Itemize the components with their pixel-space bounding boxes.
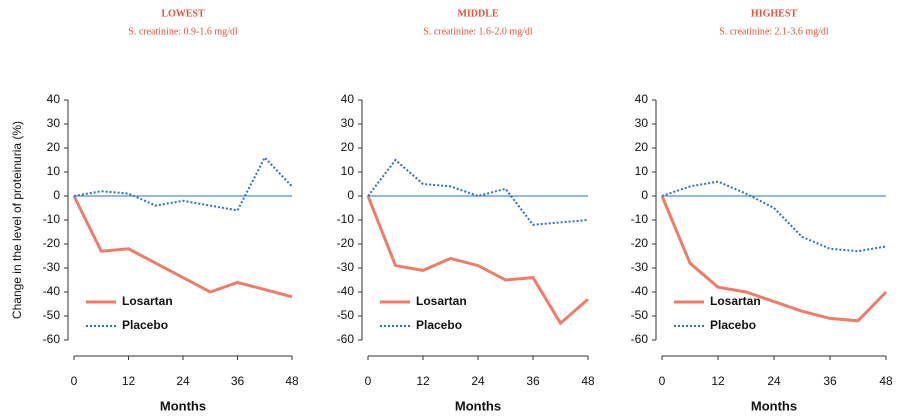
y-tick-label: -40	[43, 284, 61, 298]
y-tick-label: 10	[341, 164, 355, 178]
y-tick-label: -30	[631, 260, 649, 274]
legend-label: Losartan	[710, 294, 761, 308]
series-line	[367, 158, 589, 226]
series-line	[661, 180, 887, 253]
y-tick-label: -60	[43, 332, 61, 346]
y-tick-label: -20	[631, 236, 649, 250]
y-tick-label: -50	[43, 308, 61, 322]
y-tick-label: -40	[631, 284, 649, 298]
x-tick-label: 48	[285, 374, 299, 388]
x-tick-label: 24	[471, 374, 485, 388]
y-tick-label: -10	[337, 212, 355, 226]
legend-label: Placebo	[710, 318, 756, 332]
panel-subtitle: S. creatinine: 2.1-3.6 mg/dl	[719, 26, 829, 37]
series-line	[366, 195, 589, 326]
x-tick-label: 24	[767, 374, 781, 388]
y-tick-label: 0	[641, 188, 648, 202]
y-tick-label: 10	[47, 164, 61, 178]
y-tick-label: -40	[337, 284, 355, 298]
y-tick-label: 20	[635, 140, 649, 154]
y-tick-label: 40	[341, 92, 355, 106]
x-tick-label: 0	[71, 374, 78, 388]
y-tick-label: 10	[635, 164, 649, 178]
y-tick-label: 30	[47, 116, 61, 130]
y-tick-label: -10	[631, 212, 649, 226]
x-axis-label: Months	[160, 398, 206, 413]
x-tick-label: 0	[365, 374, 372, 388]
legend-label: Placebo	[416, 318, 462, 332]
y-tick-label: 0	[347, 188, 354, 202]
x-tick-label: 24	[176, 374, 190, 388]
y-tick-label: 40	[635, 92, 649, 106]
y-tick-label: 40	[47, 92, 61, 106]
x-tick-label: 12	[122, 374, 136, 388]
x-tick-label: 48	[581, 374, 595, 388]
panel-subtitle: S. creatinine: 0.9-1.6 mg/dl	[128, 26, 238, 37]
y-tick-label: -60	[337, 332, 355, 346]
y-tick-label: 20	[47, 140, 61, 154]
panel-subtitle: S. creatinine: 1.6-2.0 mg/dl	[423, 26, 533, 37]
y-axis-label: Change in the level of proteinuria (%)	[10, 121, 24, 319]
legend-label: Losartan	[122, 294, 173, 308]
series-line	[660, 195, 888, 323]
y-tick-label: 30	[341, 116, 355, 130]
series-line	[72, 195, 293, 299]
panel-title: HIGHEST	[751, 8, 797, 19]
x-axis-label: Months	[455, 398, 501, 413]
legend-label: Losartan	[416, 294, 467, 308]
y-tick-label: -10	[43, 212, 61, 226]
x-tick-label: 48	[879, 374, 893, 388]
panel-title: LOWEST	[161, 8, 205, 19]
y-tick-label: -30	[337, 260, 355, 274]
legend-label: Placebo	[122, 318, 168, 332]
x-tick-label: 0	[659, 374, 666, 388]
y-tick-label: -30	[43, 260, 61, 274]
y-tick-label: -50	[337, 308, 355, 322]
y-tick-label: 0	[53, 188, 60, 202]
x-tick-label: 36	[823, 374, 837, 388]
x-tick-label: 36	[526, 374, 540, 388]
y-tick-label: -60	[631, 332, 649, 346]
series-line	[73, 155, 293, 212]
y-tick-label: 20	[341, 140, 355, 154]
x-tick-label: 12	[416, 374, 430, 388]
y-tick-label: -50	[631, 308, 649, 322]
y-tick-label: 30	[635, 116, 649, 130]
x-tick-label: 12	[711, 374, 725, 388]
x-tick-label: 36	[231, 374, 245, 388]
x-axis-label: Months	[751, 398, 797, 413]
panel-title: MIDDLE	[457, 8, 498, 19]
y-tick-label: -20	[43, 236, 61, 250]
y-tick-label: -20	[337, 236, 355, 250]
